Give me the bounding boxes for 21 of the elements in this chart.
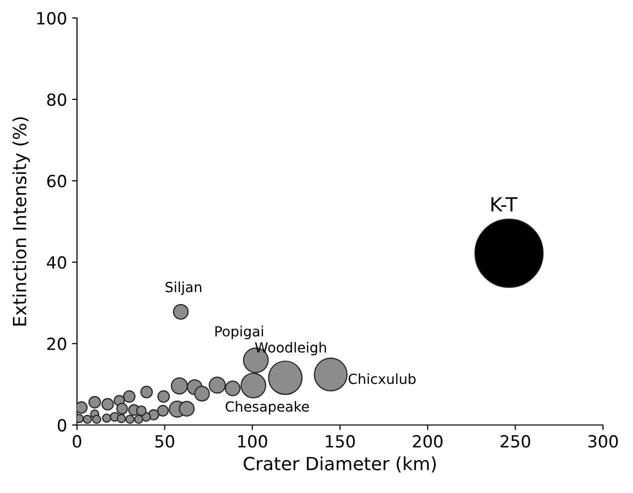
x-tick-label: 100 (238, 435, 268, 448)
y-tick-label: 100 (37, 12, 66, 25)
annotation: Chesapeake (226, 401, 309, 414)
y-tick-label: 40 (46, 256, 66, 269)
x-tick-label: 300 (588, 435, 618, 448)
y-tick-label: 0 (58, 418, 66, 432)
annotation: Siljan (166, 282, 202, 295)
annotation: Popigai (215, 326, 263, 340)
annotation: Woodleigh (255, 342, 326, 356)
x-tick-label: 150 (326, 435, 355, 448)
annotation: Chicxulub (348, 373, 416, 384)
x-tick-label: 250 (500, 435, 530, 448)
x-axis-title: Crater Diameter (km) (244, 456, 436, 473)
annotation: K-T (491, 197, 518, 212)
x-tick-label: 200 (412, 435, 442, 448)
x-tick-label: 0 (72, 435, 82, 448)
y-tick-label: 80 (47, 93, 66, 106)
y-axis-title: Extinction Intensity (%) (12, 117, 30, 326)
x-tick-label: 50 (155, 435, 174, 448)
y-tick-label: 60 (47, 174, 66, 188)
y-tick-label: 20 (47, 338, 66, 350)
